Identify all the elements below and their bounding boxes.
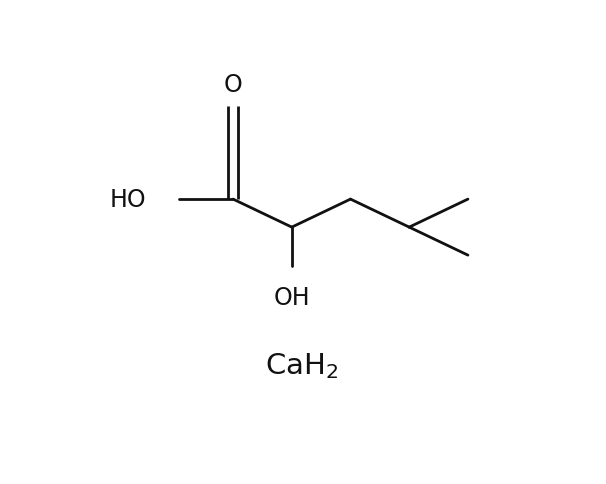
Text: O: O bbox=[224, 73, 242, 97]
Text: CaH$_2$: CaH$_2$ bbox=[265, 351, 338, 380]
Text: HO: HO bbox=[110, 188, 146, 212]
Text: OH: OH bbox=[273, 286, 310, 309]
